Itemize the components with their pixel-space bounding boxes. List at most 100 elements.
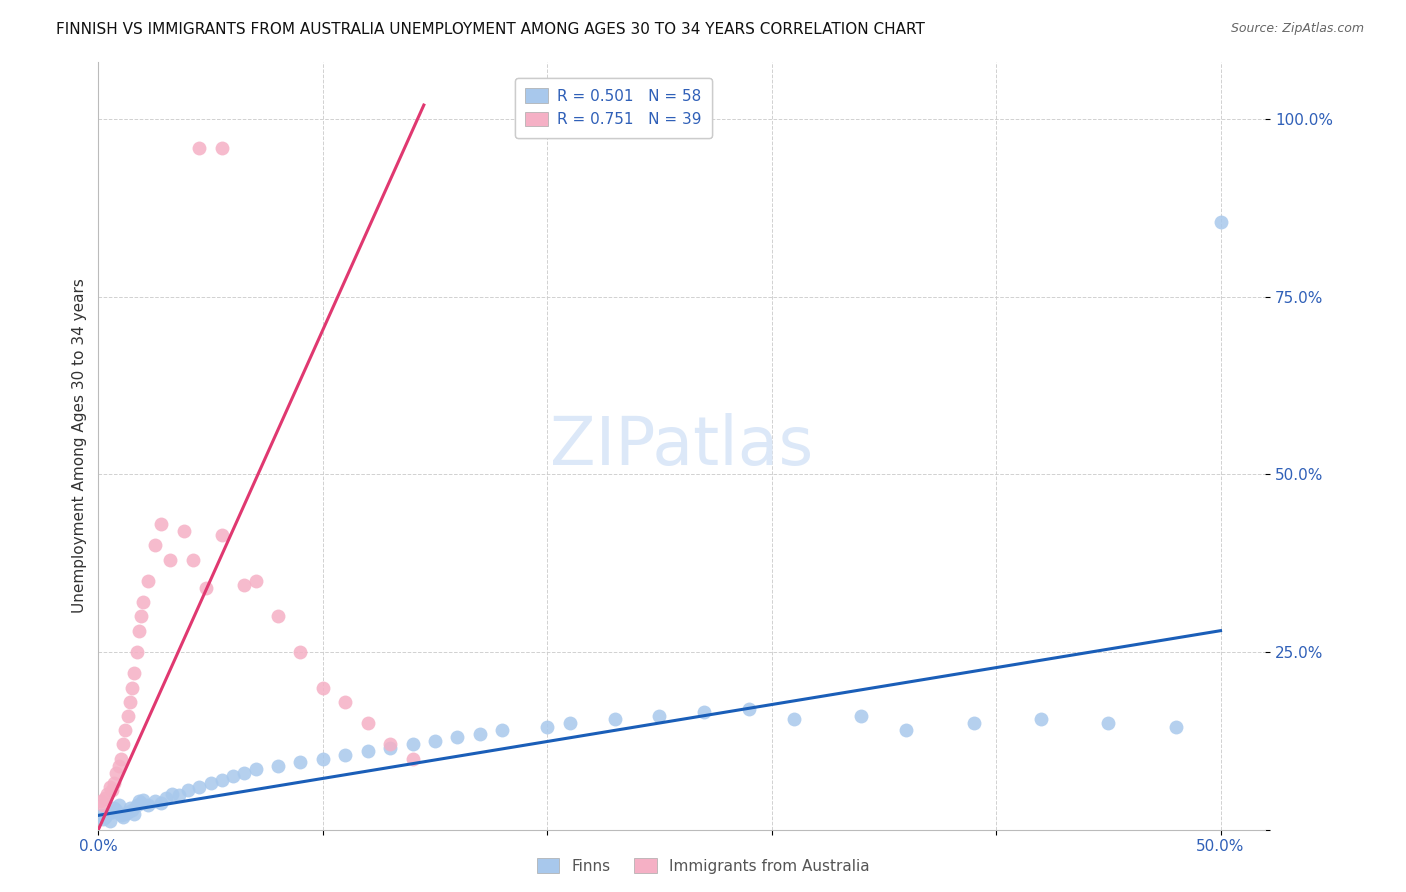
Point: [233, 577, 256, 591]
Point: [136, 574, 159, 588]
Point: [121, 681, 143, 695]
Point: [851, 709, 873, 723]
Point: [96, 787, 118, 801]
Point: [125, 797, 148, 812]
Text: FINNISH VS IMMIGRANTS FROM AUSTRALIA UNEMPLOYMENT AMONG AGES 30 TO 34 YEARS CORR: FINNISH VS IMMIGRANTS FROM AUSTRALIA UNE…: [56, 22, 925, 37]
Point: [129, 609, 152, 624]
Point: [188, 780, 211, 794]
Point: [98, 780, 121, 794]
Point: [117, 709, 139, 723]
Legend: Finns, Immigrants from Australia: Finns, Immigrants from Australia: [530, 852, 876, 880]
Point: [290, 755, 312, 769]
Point: [536, 720, 558, 734]
Point: [101, 805, 124, 819]
Point: [312, 751, 335, 765]
Point: [114, 723, 136, 738]
Point: [90, 808, 112, 822]
Point: [211, 528, 233, 542]
Point: [211, 772, 233, 787]
Point: [132, 793, 155, 807]
Point: [159, 552, 181, 566]
Point: [335, 747, 357, 762]
Text: ZIPatlas: ZIPatlas: [550, 413, 814, 479]
Point: [118, 801, 141, 815]
Point: [603, 713, 626, 727]
Point: [446, 730, 468, 744]
Point: [124, 806, 146, 821]
Point: [107, 797, 129, 812]
Point: [783, 713, 806, 727]
Point: [1164, 720, 1187, 734]
Point: [124, 666, 146, 681]
Point: [112, 737, 135, 751]
Point: [267, 758, 290, 772]
Point: [125, 645, 148, 659]
Point: [105, 765, 128, 780]
Point: [222, 769, 245, 783]
Point: [267, 609, 290, 624]
Point: [312, 681, 335, 695]
Point: [114, 806, 136, 821]
Point: [357, 744, 380, 758]
Point: [245, 762, 267, 776]
Point: [150, 517, 173, 532]
Point: [335, 695, 357, 709]
Point: [167, 789, 190, 803]
Point: [96, 806, 118, 821]
Point: [245, 574, 267, 588]
Point: [401, 737, 423, 751]
Point: [107, 758, 129, 772]
Point: [1097, 716, 1119, 731]
Point: [177, 783, 200, 797]
Point: [290, 645, 312, 659]
Point: [211, 141, 233, 155]
Point: [150, 796, 173, 810]
Point: [491, 723, 513, 738]
Point: [121, 803, 143, 817]
Point: [468, 726, 491, 740]
Point: [738, 702, 761, 716]
Point: [401, 751, 423, 765]
Point: [380, 740, 402, 755]
Point: [188, 141, 211, 155]
Point: [143, 794, 166, 808]
Point: [648, 709, 671, 723]
Point: [105, 803, 128, 817]
Point: [94, 810, 117, 824]
Point: [110, 808, 132, 822]
Point: [181, 552, 204, 566]
Point: [162, 787, 184, 801]
Point: [380, 737, 402, 751]
Point: [91, 797, 114, 812]
Text: Source: ZipAtlas.com: Source: ZipAtlas.com: [1230, 22, 1364, 36]
Point: [1029, 713, 1052, 727]
Point: [1209, 215, 1232, 229]
Point: [118, 695, 141, 709]
Point: [136, 797, 159, 812]
Point: [91, 812, 114, 826]
Point: [962, 716, 984, 731]
Point: [200, 776, 222, 790]
Point: [233, 765, 256, 780]
Point: [558, 716, 581, 731]
Point: [103, 776, 125, 790]
Point: [896, 723, 918, 738]
Legend: R = 0.501   N = 58, R = 0.751   N = 39: R = 0.501 N = 58, R = 0.751 N = 39: [515, 78, 713, 138]
Point: [155, 790, 177, 805]
Point: [117, 805, 139, 819]
Point: [195, 581, 218, 595]
Point: [128, 624, 150, 638]
Point: [98, 814, 121, 828]
Point: [110, 751, 132, 765]
Point: [90, 794, 112, 808]
Point: [103, 801, 125, 815]
Point: [132, 595, 155, 609]
Point: [101, 783, 124, 797]
Point: [143, 538, 166, 552]
Point: [173, 524, 195, 539]
Point: [357, 716, 380, 731]
Point: [112, 810, 135, 824]
Point: [423, 733, 446, 747]
Point: [129, 796, 152, 810]
Y-axis label: Unemployment Among Ages 30 to 34 years: Unemployment Among Ages 30 to 34 years: [72, 278, 87, 614]
